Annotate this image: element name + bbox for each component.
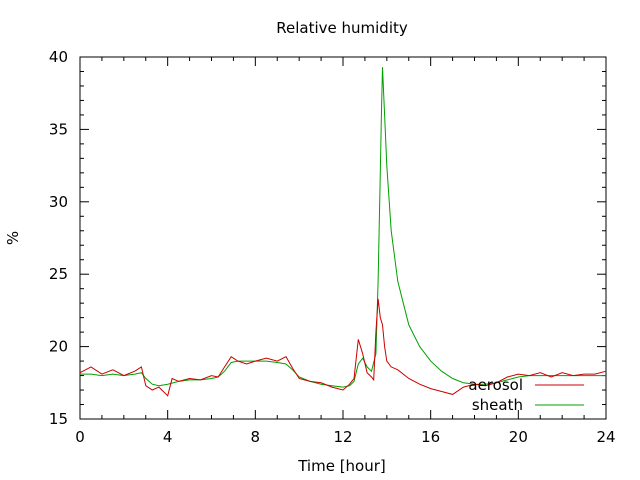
x-tick-label: 12 [333, 428, 352, 446]
plot-area: 0 4 8 12 16 20 24 15 20 25 30 35 40 aerosol sheath [49, 48, 616, 446]
y-tick-label: 20 [49, 338, 68, 356]
y-tick-label: 30 [49, 193, 68, 211]
plot-frame [79, 56, 607, 420]
y-axis-label: % [4, 231, 22, 245]
x-tick-label: 8 [251, 428, 261, 446]
y-tick-label: 35 [49, 120, 68, 138]
x-tick-label: 16 [421, 428, 440, 446]
chart-title: Relative humidity [276, 19, 408, 37]
x-tick-label: 24 [596, 428, 615, 446]
y-tick-label: 15 [49, 410, 68, 428]
x-axis-label: Time [hour] [297, 457, 386, 475]
x-tick-label: 4 [163, 428, 173, 446]
legend-label-sheath: sheath [472, 396, 523, 414]
y-tick-label: 25 [49, 265, 68, 283]
legend-label-aerosol: aerosol [468, 376, 523, 394]
y-tick-label: 40 [49, 48, 68, 66]
x-tick-label: 0 [75, 428, 85, 446]
series-line-sheath [80, 67, 606, 388]
series-line-aerosol [79, 298, 607, 397]
x-tick-label: 20 [509, 428, 528, 446]
